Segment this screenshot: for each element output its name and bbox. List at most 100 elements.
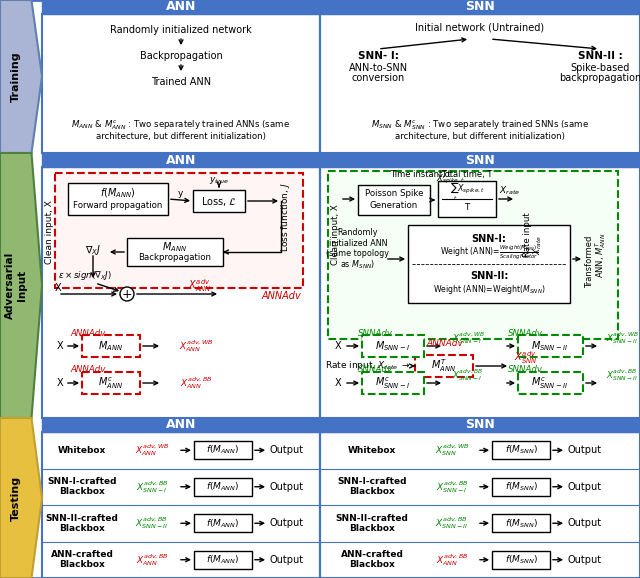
Text: ANNAdv: ANNAdv <box>70 365 106 375</box>
Text: SNN: SNN <box>465 418 495 432</box>
Text: $f(M_{ANN})$: $f(M_{ANN})$ <box>207 554 239 566</box>
Text: $M_{SNN}$ & $M_{SNN}^c$ : Two separately trained SNNs (same: $M_{SNN}$ & $M_{SNN}^c$ : Two separately… <box>371 118 589 132</box>
Text: Output: Output <box>270 518 304 528</box>
Bar <box>320 14 640 153</box>
Text: conversion: conversion <box>351 73 404 83</box>
Text: Total time, T: Total time, T <box>442 171 493 180</box>
Polygon shape <box>0 0 42 153</box>
Text: $X^{adv,BB}_{SNN-II}$: $X^{adv,BB}_{SNN-II}$ <box>136 516 168 531</box>
Text: ANN: ANN <box>166 154 196 166</box>
Bar <box>42 432 320 578</box>
Bar <box>42 418 640 432</box>
Text: Trained ANN: Trained ANN <box>151 77 211 87</box>
Text: Output: Output <box>568 445 602 455</box>
Text: architecture, but different initialization): architecture, but different initializati… <box>395 132 565 140</box>
Text: $\sum_t X_{spike,t}$: $\sum_t X_{spike,t}$ <box>449 181 484 203</box>
Text: ANNAdv: ANNAdv <box>427 339 463 347</box>
Bar <box>492 514 550 532</box>
Text: $X_{rate}$: $X_{rate}$ <box>499 185 520 197</box>
Bar <box>362 372 424 394</box>
Text: +: + <box>122 287 132 301</box>
Bar <box>82 335 140 357</box>
Text: Backpropagation: Backpropagation <box>138 254 211 262</box>
Text: Poisson Spike: Poisson Spike <box>365 190 423 198</box>
Bar <box>320 432 640 578</box>
Text: $f(M_{SNN})$: $f(M_{SNN})$ <box>504 554 538 566</box>
Text: $M_{SNN-I}$: $M_{SNN-I}$ <box>376 339 411 353</box>
Text: $M^c_{SNN-I}$: $M^c_{SNN-I}$ <box>376 375 411 391</box>
Text: $X^{adv,WB}_{SNN-I}$: $X^{adv,WB}_{SNN-I}$ <box>452 330 484 346</box>
Bar <box>320 167 640 418</box>
Text: Whitebox: Whitebox <box>348 446 396 455</box>
Text: Spike-based: Spike-based <box>570 63 630 73</box>
Text: $X^{adv}_{ANN}$: $X^{adv}_{ANN}$ <box>188 277 212 294</box>
Text: ANN-to-SNN: ANN-to-SNN <box>348 63 408 73</box>
Text: Backpropagation: Backpropagation <box>140 51 222 61</box>
Text: T: T <box>464 202 470 212</box>
Bar <box>438 181 496 217</box>
Text: Initial network (Untrained): Initial network (Untrained) <box>415 23 545 33</box>
Bar <box>415 355 473 377</box>
Text: Output: Output <box>568 481 602 492</box>
Bar <box>518 372 583 394</box>
Text: SNN-II-crafted
Blackbox: SNN-II-crafted Blackbox <box>335 513 408 533</box>
Text: ANNAdv: ANNAdv <box>261 291 301 301</box>
Text: $X^{adv,BB}_{ANN}$: $X^{adv,BB}_{ANN}$ <box>136 552 168 568</box>
Text: $M^T_{ANN}$: $M^T_{ANN}$ <box>431 358 456 375</box>
Text: SNN-II-crafted
Blackbox: SNN-II-crafted Blackbox <box>45 513 118 533</box>
Bar <box>42 153 640 167</box>
Text: X: X <box>335 378 341 388</box>
Text: as $M_{SNN}$): as $M_{SNN}$) <box>340 259 376 271</box>
Polygon shape <box>0 418 42 578</box>
Text: $M^c_{SNN-II}$: $M^c_{SNN-II}$ <box>531 375 568 391</box>
Text: $X^{adv,BB}_{SNN-I}$: $X^{adv,BB}_{SNN-I}$ <box>452 367 484 383</box>
Bar <box>55 173 303 288</box>
Text: Clean input, X: Clean input, X <box>45 200 54 264</box>
Text: SNN-I-crafted
Blackbox: SNN-I-crafted Blackbox <box>47 477 116 497</box>
Text: backpropagation: backpropagation <box>559 73 640 83</box>
Text: $f(M_{ANN})$: $f(M_{ANN})$ <box>207 444 239 457</box>
Text: $X^{adv,BB}_{SNN-II}$: $X^{adv,BB}_{SNN-II}$ <box>606 367 638 383</box>
Text: $X^{adv,BB}_{SNN-I}$: $X^{adv,BB}_{SNN-I}$ <box>436 479 468 495</box>
Text: Randomly initialized network: Randomly initialized network <box>110 25 252 35</box>
Text: $\nabla_X J$: $\nabla_X J$ <box>85 243 101 257</box>
Text: $X^{adv,WB}_{SNN-II}$: $X^{adv,WB}_{SNN-II}$ <box>605 330 639 346</box>
Text: Weight (ANN)=Weight$(M_{SNN})$: Weight (ANN)=Weight$(M_{SNN})$ <box>433 283 545 297</box>
Text: Training: Training <box>11 51 20 102</box>
Text: ANN: ANN <box>166 418 196 432</box>
Text: Output: Output <box>270 555 304 565</box>
Text: Output: Output <box>270 445 304 455</box>
Text: SNN: SNN <box>465 154 495 166</box>
Text: Loss function, $J$: Loss function, $J$ <box>278 182 291 252</box>
Bar <box>492 478 550 496</box>
Text: $X^{adv,BB}_{ANN}$: $X^{adv,BB}_{ANN}$ <box>180 375 212 391</box>
Text: $X_{rate}$: $X_{rate}$ <box>532 235 544 255</box>
Text: Weight (ANN)=$\frac{Weight(M_{SNN})}{ScalingFactor}$: Weight (ANN)=$\frac{Weight(M_{SNN})}{Sca… <box>440 244 538 262</box>
Text: Output: Output <box>568 518 602 528</box>
Text: SNN-I:: SNN-I: <box>472 234 506 244</box>
Text: $M_{ANN}$ & $M_{ANN}^c$ : Two separately trained ANNs (same: $M_{ANN}$ & $M_{ANN}^c$ : Two separately… <box>72 118 291 132</box>
Text: $f(M_{SNN})$: $f(M_{SNN})$ <box>504 444 538 457</box>
Text: SNNAdv: SNNAdv <box>508 328 543 338</box>
Text: X: X <box>57 341 63 351</box>
Circle shape <box>120 287 134 301</box>
Text: Randomly
initialized ANN
(same topology: Randomly initialized ANN (same topology <box>326 228 390 258</box>
Text: SNN- I:: SNN- I: <box>358 51 399 61</box>
Text: Output: Output <box>270 481 304 492</box>
Text: $X^{adv,WB}_{ANN}$: $X^{adv,WB}_{ANN}$ <box>135 442 169 458</box>
Text: $X^{adv,BB}_{SNN-II}$: $X^{adv,BB}_{SNN-II}$ <box>435 516 468 531</box>
Text: Time instant, t: Time instant, t <box>390 171 451 180</box>
Text: Testing: Testing <box>11 476 20 521</box>
Bar <box>518 335 583 357</box>
Bar <box>492 551 550 569</box>
Text: $f(M_{SNN})$: $f(M_{SNN})$ <box>504 480 538 493</box>
Text: Adversarial
Input: Adversarial Input <box>5 252 26 319</box>
Text: SNN: SNN <box>465 1 495 13</box>
Bar <box>42 167 320 418</box>
Text: Clean input, X: Clean input, X <box>330 205 339 265</box>
Bar <box>194 514 252 532</box>
Text: $M_{SNN-II}$: $M_{SNN-II}$ <box>531 339 568 353</box>
Bar <box>408 225 570 303</box>
Text: $M_{ANN}^c$: $M_{ANN}^c$ <box>99 375 124 391</box>
Text: $f(M_{SNN})$: $f(M_{SNN})$ <box>504 517 538 529</box>
